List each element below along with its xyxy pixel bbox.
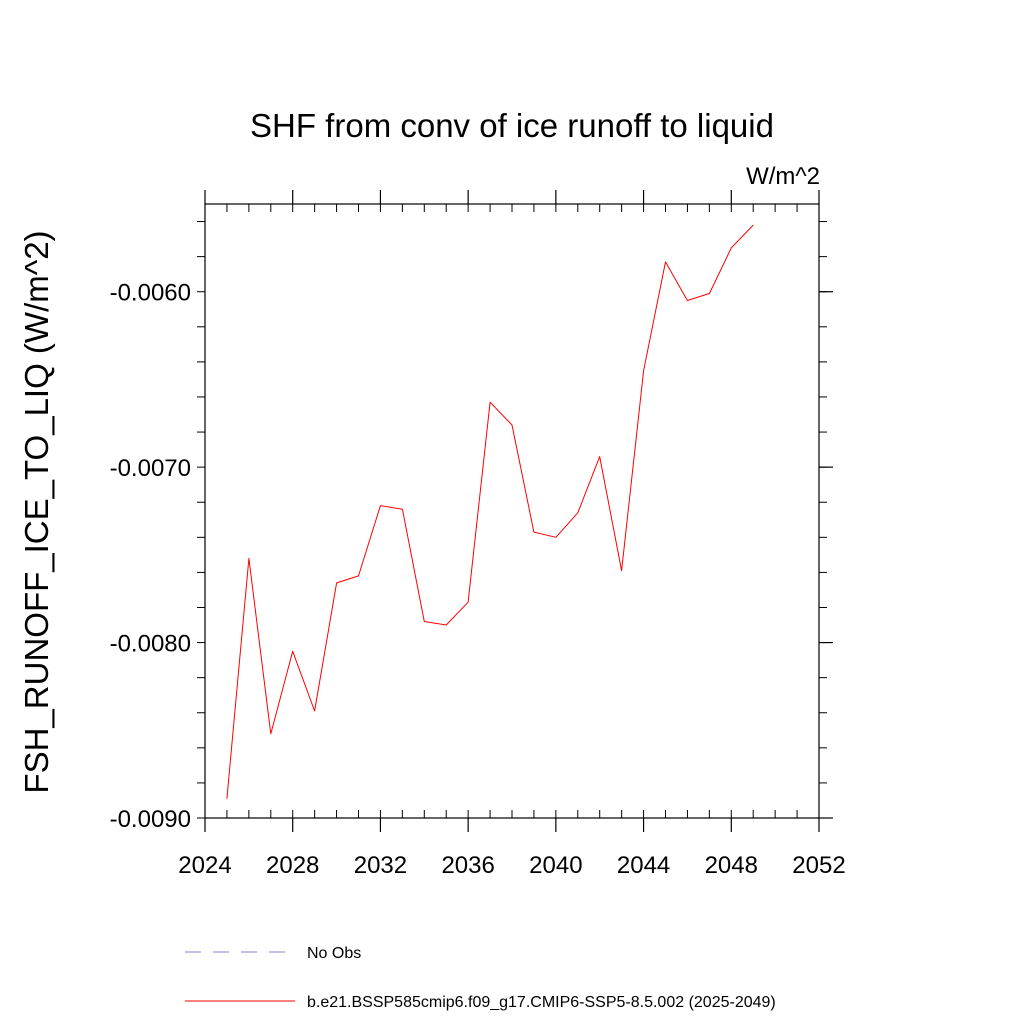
series-line bbox=[226, 224, 754, 799]
x-tick-label: 2048 bbox=[705, 852, 758, 879]
x-tick-label: 2032 bbox=[354, 852, 407, 879]
y-tick-label: -0.0080 bbox=[110, 631, 191, 658]
y-tick-label: -0.0060 bbox=[110, 280, 191, 307]
x-tick-label: 2040 bbox=[529, 852, 582, 879]
chart-title: SHF from conv of ice runoff to liquid bbox=[250, 107, 774, 144]
legend-label: b.e21.BSSP585cmip6.f09_g17.CMIP6-SSP5-8.… bbox=[307, 994, 776, 1011]
units-label: W/m^2 bbox=[746, 163, 820, 190]
x-tick-label: 2052 bbox=[792, 852, 845, 879]
y-tick-label: -0.0070 bbox=[110, 455, 191, 482]
y-tick-label: -0.0090 bbox=[110, 806, 191, 833]
plot-frame bbox=[204, 203, 820, 819]
axis-ticks bbox=[197, 190, 833, 832]
x-tick-label: 2036 bbox=[441, 852, 494, 879]
x-tick-label: 2028 bbox=[266, 852, 319, 879]
x-tick-label: 2024 bbox=[178, 852, 231, 879]
tick-labels: 2024 2028 2032 2036 2040 2044 2048 2052 -0.0090 -… bbox=[110, 280, 846, 879]
x-tick-label: 2044 bbox=[617, 852, 670, 879]
legend: No Obs b.e21.BSSP585cmip6.f09_g17.CMIP6-S… bbox=[185, 945, 776, 1011]
y-axis-label: FSH_RUNOFF_ICE_TO_LIQ (W/m^2) bbox=[18, 230, 55, 793]
legend-label: No Obs bbox=[307, 945, 361, 962]
series-group bbox=[226, 224, 754, 799]
